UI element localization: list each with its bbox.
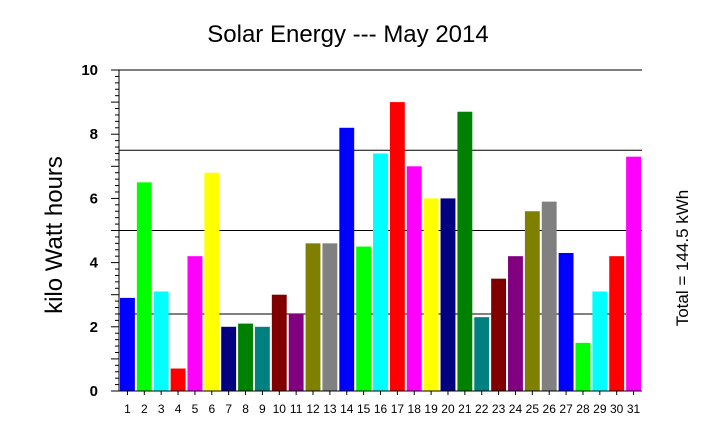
- bars: [120, 102, 641, 391]
- x-tick-label: 17: [391, 402, 405, 416]
- bar-day-17: [389, 102, 405, 391]
- y-axis-label: kilo Watt hours: [41, 156, 68, 314]
- bar-day-31: [626, 156, 641, 391]
- x-tick-label: 27: [559, 402, 573, 416]
- x-tick-label: 25: [526, 402, 540, 416]
- bar-day-18: [406, 166, 422, 391]
- x-tick-label: 30: [610, 402, 624, 416]
- x-tick-label: 16: [374, 402, 388, 416]
- x-tick-label: 4: [175, 402, 182, 416]
- x-tick-label: 29: [593, 402, 607, 416]
- x-tick-label: 28: [576, 402, 590, 416]
- chart-title: Solar Energy --- May 2014: [207, 21, 488, 48]
- y-tick-label: 8: [90, 126, 98, 143]
- bar-day-4: [170, 368, 186, 391]
- bar-day-7: [221, 326, 237, 391]
- bar-day-24: [508, 256, 523, 391]
- x-tick-label: 21: [458, 402, 472, 416]
- bar-day-5: [187, 256, 203, 391]
- bar-day-22: [474, 317, 490, 391]
- bar-day-2: [136, 182, 152, 391]
- bar-day-19: [423, 198, 439, 391]
- bar-day-9: [254, 326, 270, 391]
- x-tick-label: 10: [273, 402, 287, 416]
- y-tick-label: 2: [90, 319, 98, 336]
- x-tick-label: 18: [408, 402, 422, 416]
- bar-day-23: [491, 278, 507, 391]
- x-tick-label: 24: [509, 402, 523, 416]
- x-tick-label: 7: [225, 402, 232, 416]
- y-tick-label: 4: [90, 255, 99, 272]
- bar-day-10: [271, 294, 287, 391]
- bar-day-12: [305, 243, 321, 391]
- bar-day-28: [575, 342, 591, 391]
- x-tick-label: 13: [323, 402, 337, 416]
- bar-day-1: [120, 297, 135, 391]
- bar-day-25: [524, 211, 540, 391]
- x-tick-label: 5: [192, 402, 199, 416]
- x-tick-label: 23: [492, 402, 506, 416]
- x-tick-label: 6: [208, 402, 215, 416]
- total-label: Total = 144.5 kWh: [673, 190, 692, 327]
- bar-day-26: [541, 201, 557, 391]
- bar-day-16: [373, 153, 388, 391]
- x-tick-label: 8: [242, 402, 249, 416]
- x-tick-label: 19: [424, 402, 438, 416]
- y-tick-label: 6: [90, 190, 98, 207]
- bar-day-20: [440, 198, 456, 391]
- bar-day-30: [609, 256, 625, 391]
- bar-day-13: [322, 243, 338, 391]
- x-axis: 1 2 3 4 5 6 7 8 9 10 11 12 13 14 15 16 17 18 19 20 21 22 23 24 2…: [119, 390, 642, 416]
- bar-day-21: [457, 111, 473, 391]
- x-tick-label: 31: [627, 402, 641, 416]
- bar-day-29: [592, 291, 608, 391]
- x-tick-label: 1: [124, 402, 131, 416]
- x-tick-label: 3: [158, 402, 165, 416]
- bar-day-14: [339, 127, 355, 391]
- bar-day-11: [288, 313, 304, 391]
- y-tick-label: 0: [90, 383, 98, 400]
- bar-day-3: [153, 291, 169, 391]
- x-tick-label: 20: [441, 402, 455, 416]
- x-tick-label: 11: [290, 402, 303, 416]
- y-axis: 0 2 4 6 8 10: [81, 62, 120, 400]
- y-tick-label: 10: [81, 62, 98, 79]
- bar-day-27: [558, 252, 574, 391]
- x-tick-label: 2: [141, 402, 148, 416]
- x-tick-label: 9: [259, 402, 266, 416]
- x-tick-label: 14: [340, 402, 354, 416]
- x-tick-label: 12: [306, 402, 320, 416]
- x-tick-label: 26: [543, 402, 557, 416]
- bar-day-8: [238, 323, 253, 391]
- x-tick-label: 15: [357, 402, 371, 416]
- x-tick-label: 22: [475, 402, 489, 416]
- bar-day-15: [356, 246, 372, 391]
- bar-day-6: [204, 172, 220, 391]
